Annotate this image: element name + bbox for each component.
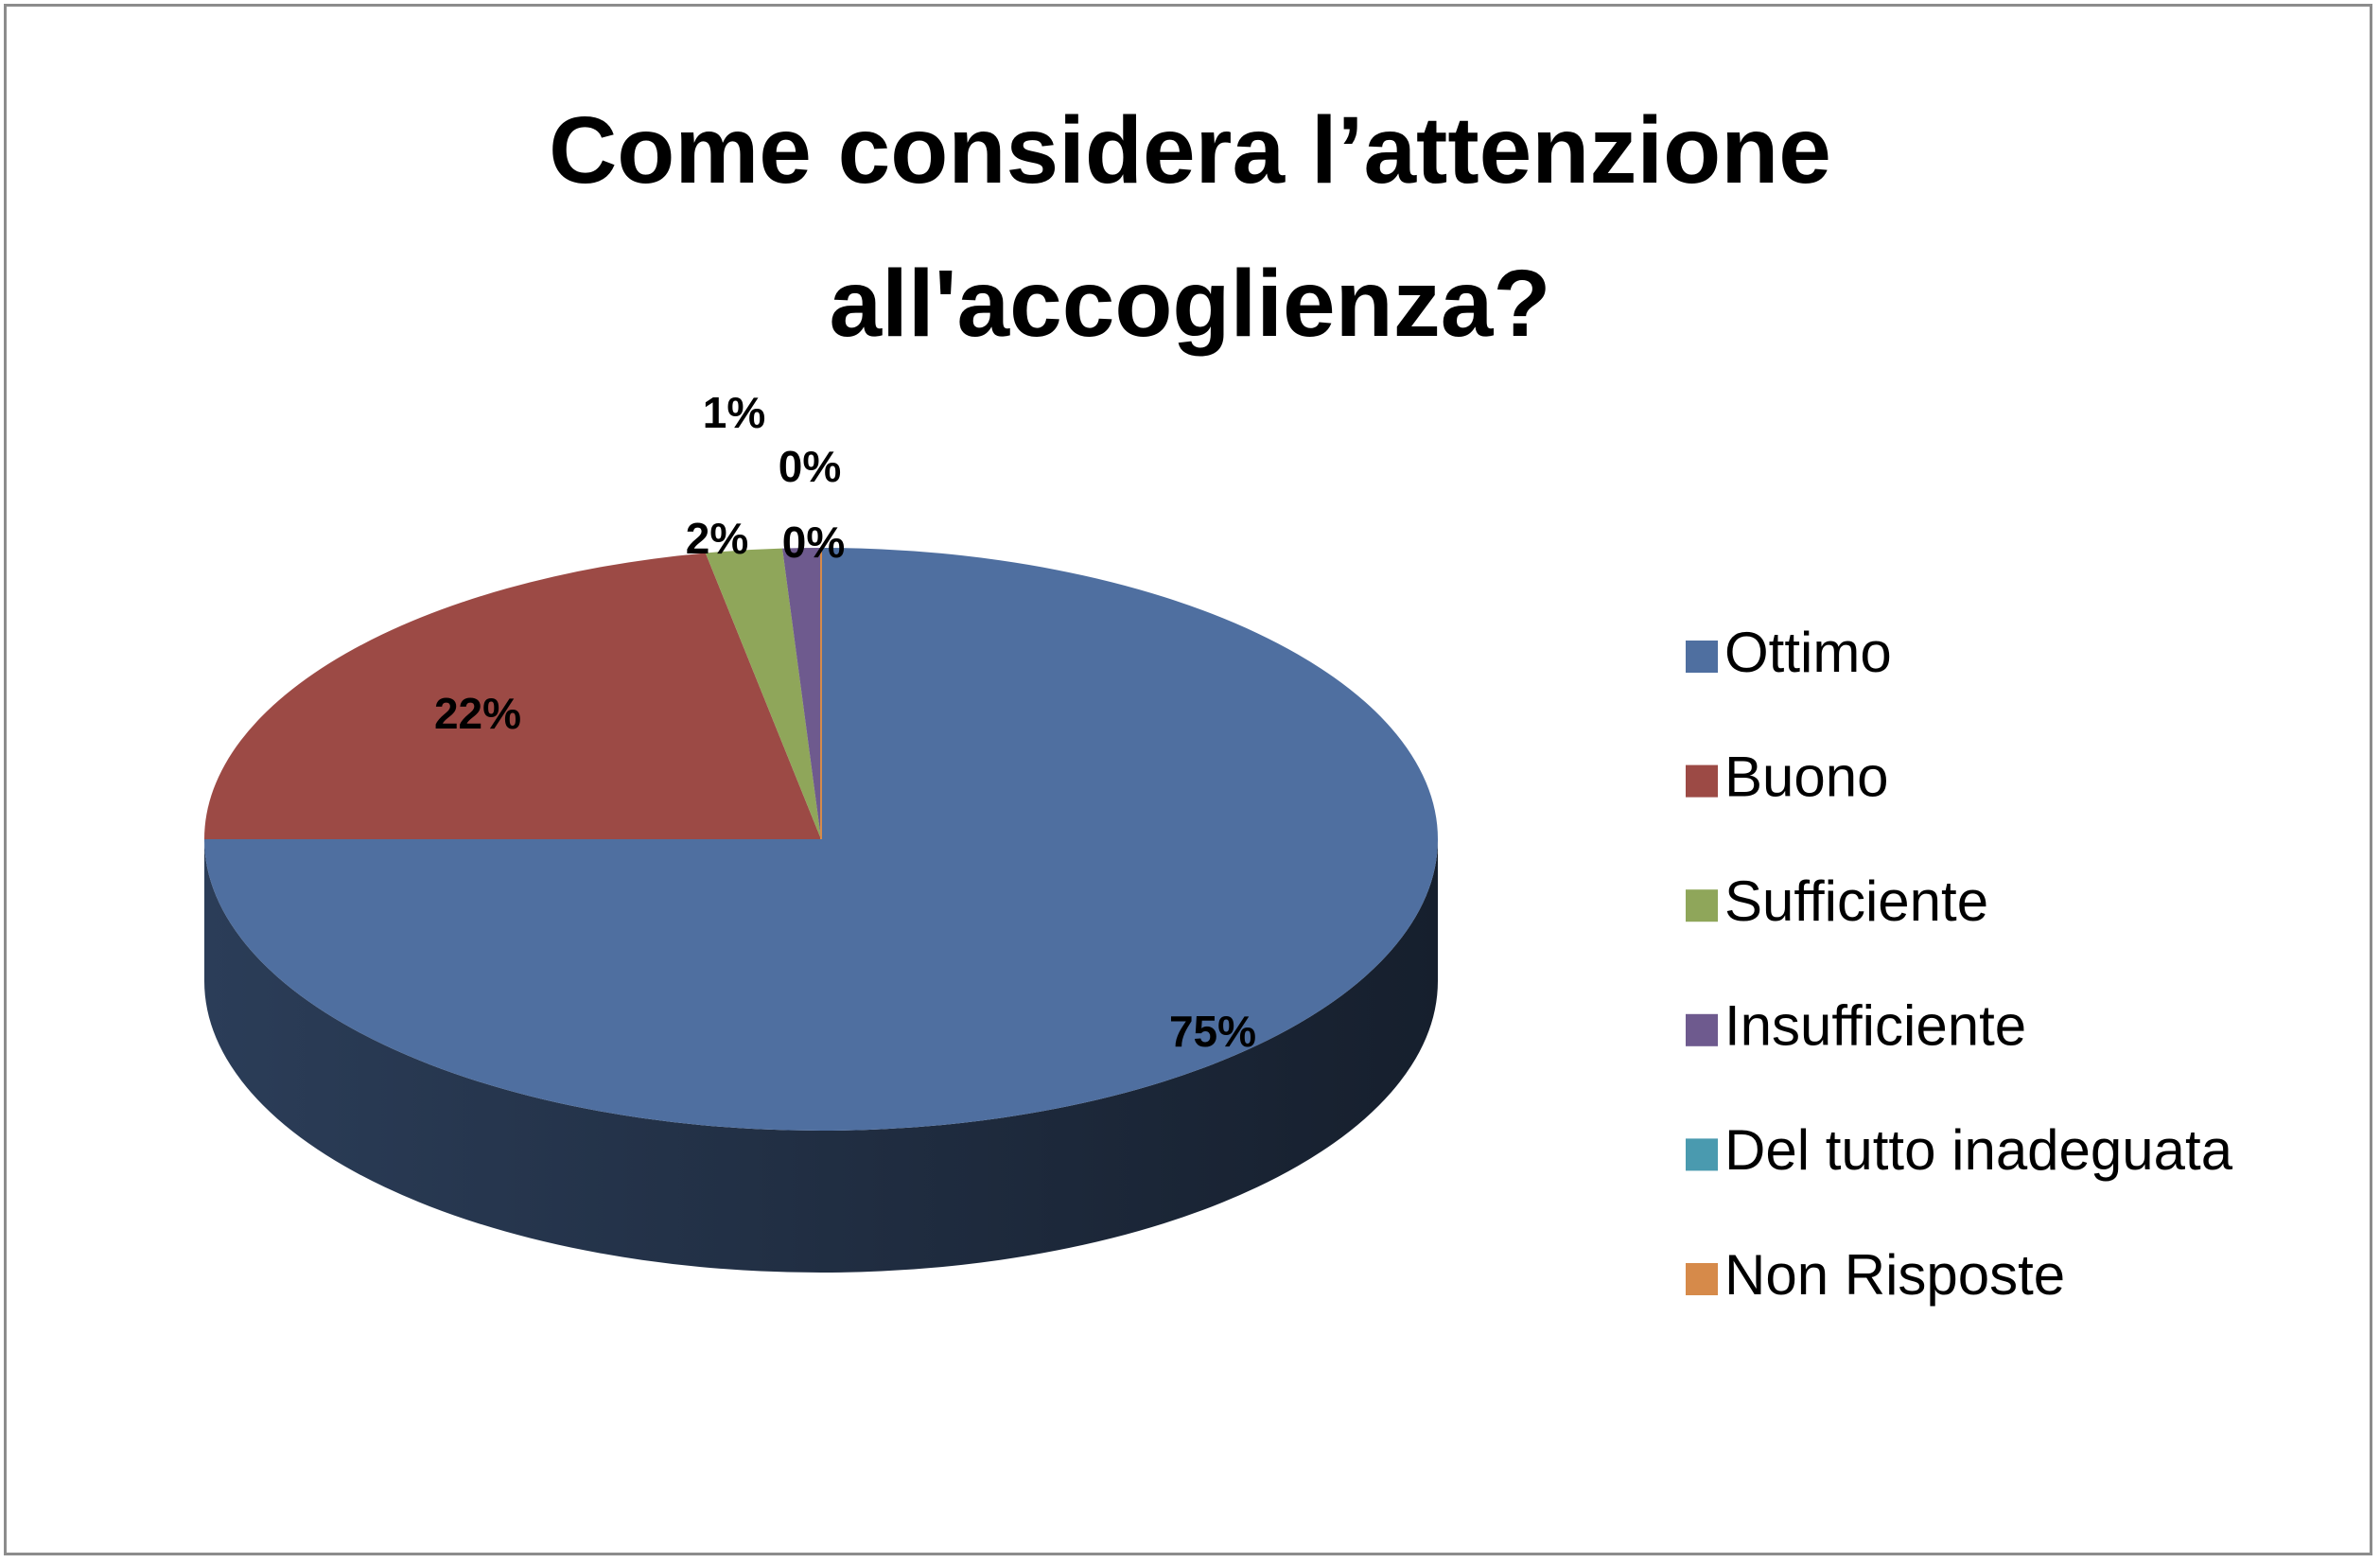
pie-slice — [705, 548, 821, 839]
legend-swatch — [1686, 1013, 1718, 1046]
data-label: 1% — [703, 388, 765, 437]
legend-label: Ottimo — [1724, 621, 1892, 684]
data-label: 22% — [434, 689, 521, 738]
legend-swatch — [1686, 1138, 1718, 1171]
data-label: 2% — [686, 514, 748, 563]
legend-swatch — [1686, 641, 1718, 673]
legend-label: Insufficiente — [1724, 994, 2026, 1058]
pie-side — [204, 839, 1438, 1273]
data-label: 75% — [1169, 1007, 1256, 1056]
legend-swatch — [1686, 889, 1718, 922]
legend-label: Non Risposte — [1724, 1243, 2065, 1307]
chart-border — [4, 4, 2372, 1555]
legend-swatch — [1686, 764, 1718, 798]
legend-label: Sufficiente — [1724, 869, 1988, 933]
legend-label: Del tutto inadeguata — [1724, 1118, 2233, 1182]
legend-swatch — [1686, 1263, 1718, 1295]
pie-slice — [782, 548, 821, 839]
legend-label: Buono — [1724, 745, 1889, 808]
chart-title: Come considera l’attenzione all'accoglie… — [549, 97, 1831, 357]
data-label: 0% — [782, 518, 845, 567]
pie-slice — [204, 553, 821, 839]
data-label: 0% — [779, 442, 841, 491]
